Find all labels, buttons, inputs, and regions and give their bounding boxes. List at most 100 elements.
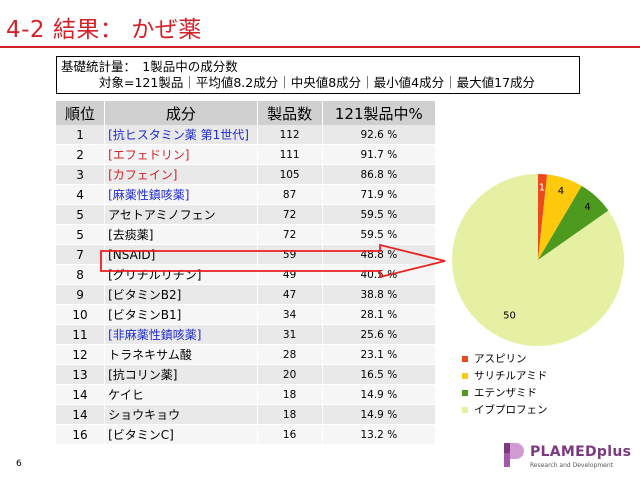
cell-percent: 92.6 % (322, 125, 437, 145)
cell-count: 47 (257, 284, 323, 305)
table-row: 4 [麻薬性鎮咳薬] 87 71.9 % (56, 184, 437, 205)
cell-rank: 11 (56, 324, 106, 345)
cell-rank: 5 (56, 224, 106, 245)
company-logo: PLAMEDplus Research and Development (502, 440, 631, 474)
table-row: 2 [エフェドリン] 111 91.7 % (56, 144, 437, 165)
legend-label: アスピリン (474, 353, 527, 365)
cell-count: 18 (257, 384, 323, 405)
pie-data-label: 4 (584, 202, 590, 213)
cell-component: [麻薬性鎮咳薬] (104, 184, 258, 205)
header-count: 製品数 (257, 101, 323, 125)
cell-component: アセトアミノフェン (104, 204, 258, 225)
cell-component: [ビタミンB1] (104, 304, 258, 325)
page-number: 6 (16, 459, 22, 469)
cell-rank: 3 (56, 164, 106, 185)
cell-component: [エフェドリン] (104, 144, 258, 165)
table-row: 14 ケイヒ 18 14.9 % (56, 384, 437, 405)
legend-label: サリチルアミド (474, 370, 548, 382)
header-component: 成分 (104, 101, 258, 125)
cell-percent: 48.8 % (322, 244, 437, 265)
pie-data-label: 1 (539, 183, 545, 194)
table-row: 9 [ビタミンB2] 47 38.8 % (56, 284, 437, 305)
cell-count: 105 (257, 164, 323, 185)
cell-component: [グリチルリチン] (104, 264, 258, 285)
cell-component: [NSAID] (104, 244, 258, 265)
cell-percent: 71.9 % (322, 184, 437, 205)
logo-text: PLAMEDplus (530, 444, 632, 460)
cell-count: 49 (257, 264, 323, 285)
cell-rank: 10 (56, 304, 106, 325)
stats-line-2: 対象=121製品｜平均値8.2成分｜中央値8成分｜最小値4成分｜最大値17成分 (99, 75, 536, 90)
logo-subtitle: Research and Development (530, 462, 614, 469)
table-row: 3 [カフェイン] 105 86.8 % (56, 164, 437, 185)
cell-count: 112 (257, 125, 323, 145)
chart-legend: アスピリンサリチルアミド エテンザミド イブプロフェン (462, 350, 548, 418)
cell-count: 34 (257, 304, 323, 325)
cell-component: [カフェイン] (104, 164, 258, 185)
cell-percent: 13.2 % (322, 424, 437, 445)
table-header-row: 順位 成分 製品数 121製品中% (56, 101, 437, 125)
cell-percent: 25.6 % (322, 324, 437, 345)
cell-rank: 14 (56, 404, 106, 425)
cell-percent: 14.9 % (322, 384, 437, 405)
cell-count: 72 (257, 204, 323, 225)
legend-item: アスピリン (462, 350, 548, 367)
cell-percent: 91.7 % (322, 144, 437, 165)
cell-count: 31 (257, 324, 323, 345)
cell-count: 59 (257, 244, 323, 265)
cell-count: 28 (257, 344, 323, 365)
cell-rank: 5 (56, 204, 106, 225)
cell-rank: 8 (56, 264, 106, 285)
table-body: 1 [抗ヒスタミン薬 第1世代] 112 92.6 % 2 [エフェドリン] 111 91.7… (56, 125, 437, 445)
cell-rank: 7 (56, 244, 106, 265)
table-row: 5 [去痰薬] 72 59.5 % (56, 224, 437, 245)
legend-label: イブプロフェン (474, 404, 548, 416)
legend-item: イブプロフェン (462, 401, 548, 418)
cell-percent: 28.1 % (322, 304, 437, 325)
cell-component: ショウキョウ (104, 404, 258, 425)
cell-component: [ビタミンB2] (104, 284, 258, 305)
pie-slice (451, 174, 624, 346)
table-row: 12 トラネキサム酸 28 23.1 % (56, 344, 437, 365)
component-table: 順位 成分 製品数 121製品中% 1 [抗ヒスタミン薬 第1世代] 112 92.6… (56, 101, 437, 445)
pie-data-label: 50 (503, 310, 516, 321)
cell-rank: 1 (56, 125, 106, 145)
cell-component: [去痰薬] (104, 224, 258, 245)
cell-rank: 12 (56, 344, 106, 365)
legend-swatch (462, 406, 468, 413)
cell-percent: 59.5 % (322, 204, 437, 225)
cell-component: トラネキサム酸 (104, 344, 258, 365)
legend-label: エテンザミド (474, 387, 537, 399)
table-row: 8 [グリチルリチン] 49 40.5 % (56, 264, 437, 285)
cell-rank: 4 (56, 184, 106, 205)
cell-rank: 2 (56, 144, 106, 165)
table-row: 14 ショウキョウ 18 14.9 % (56, 404, 437, 425)
cell-rank: 9 (56, 284, 106, 305)
cell-rank: 14 (56, 384, 106, 405)
cell-component: ケイヒ (104, 384, 258, 405)
table-row: 5 アセトアミノフェン 72 59.5 % (56, 204, 437, 225)
table-row: 7 [NSAID] 59 48.8 % (56, 244, 437, 265)
legend-swatch (462, 372, 468, 379)
logo-mark-icon (504, 443, 524, 467)
stats-line-1: 基礎統計量： 1製品中の成分数 (61, 59, 238, 74)
table-row: 11 [非麻薬性鎮咳薬] 31 25.6 % (56, 324, 437, 345)
table-row: 1 [抗ヒスタミン薬 第1世代] 112 92.6 % (56, 125, 437, 145)
page-title: 4-2 結果： かぜ薬 (6, 17, 202, 43)
cell-percent: 14.9 % (322, 404, 437, 425)
table-row: 16 [ビタミンC] 16 13.2 % (56, 424, 437, 445)
cell-component: [非麻薬性鎮咳薬] (104, 324, 258, 345)
pie-slice (538, 174, 548, 260)
cell-component: [抗ヒスタミン薬 第1世代] (104, 125, 258, 145)
pie-slice (538, 174, 582, 260)
cell-component: [ビタミンC] (104, 424, 258, 445)
pie-slice (538, 185, 609, 260)
cell-percent: 86.8 % (322, 164, 437, 185)
stats-box: 基礎統計量： 1製品中の成分数 対象=121製品｜平均値8.2成分｜中央値8成分… (56, 56, 580, 94)
cell-count: 111 (257, 144, 323, 165)
cell-percent: 23.1 % (322, 344, 437, 365)
table-row: 10 [ビタミンB1] 34 28.1 % (56, 304, 437, 325)
legend-item: エテンザミド (462, 384, 548, 401)
cell-count: 20 (257, 364, 323, 385)
cell-rank: 16 (56, 424, 106, 445)
